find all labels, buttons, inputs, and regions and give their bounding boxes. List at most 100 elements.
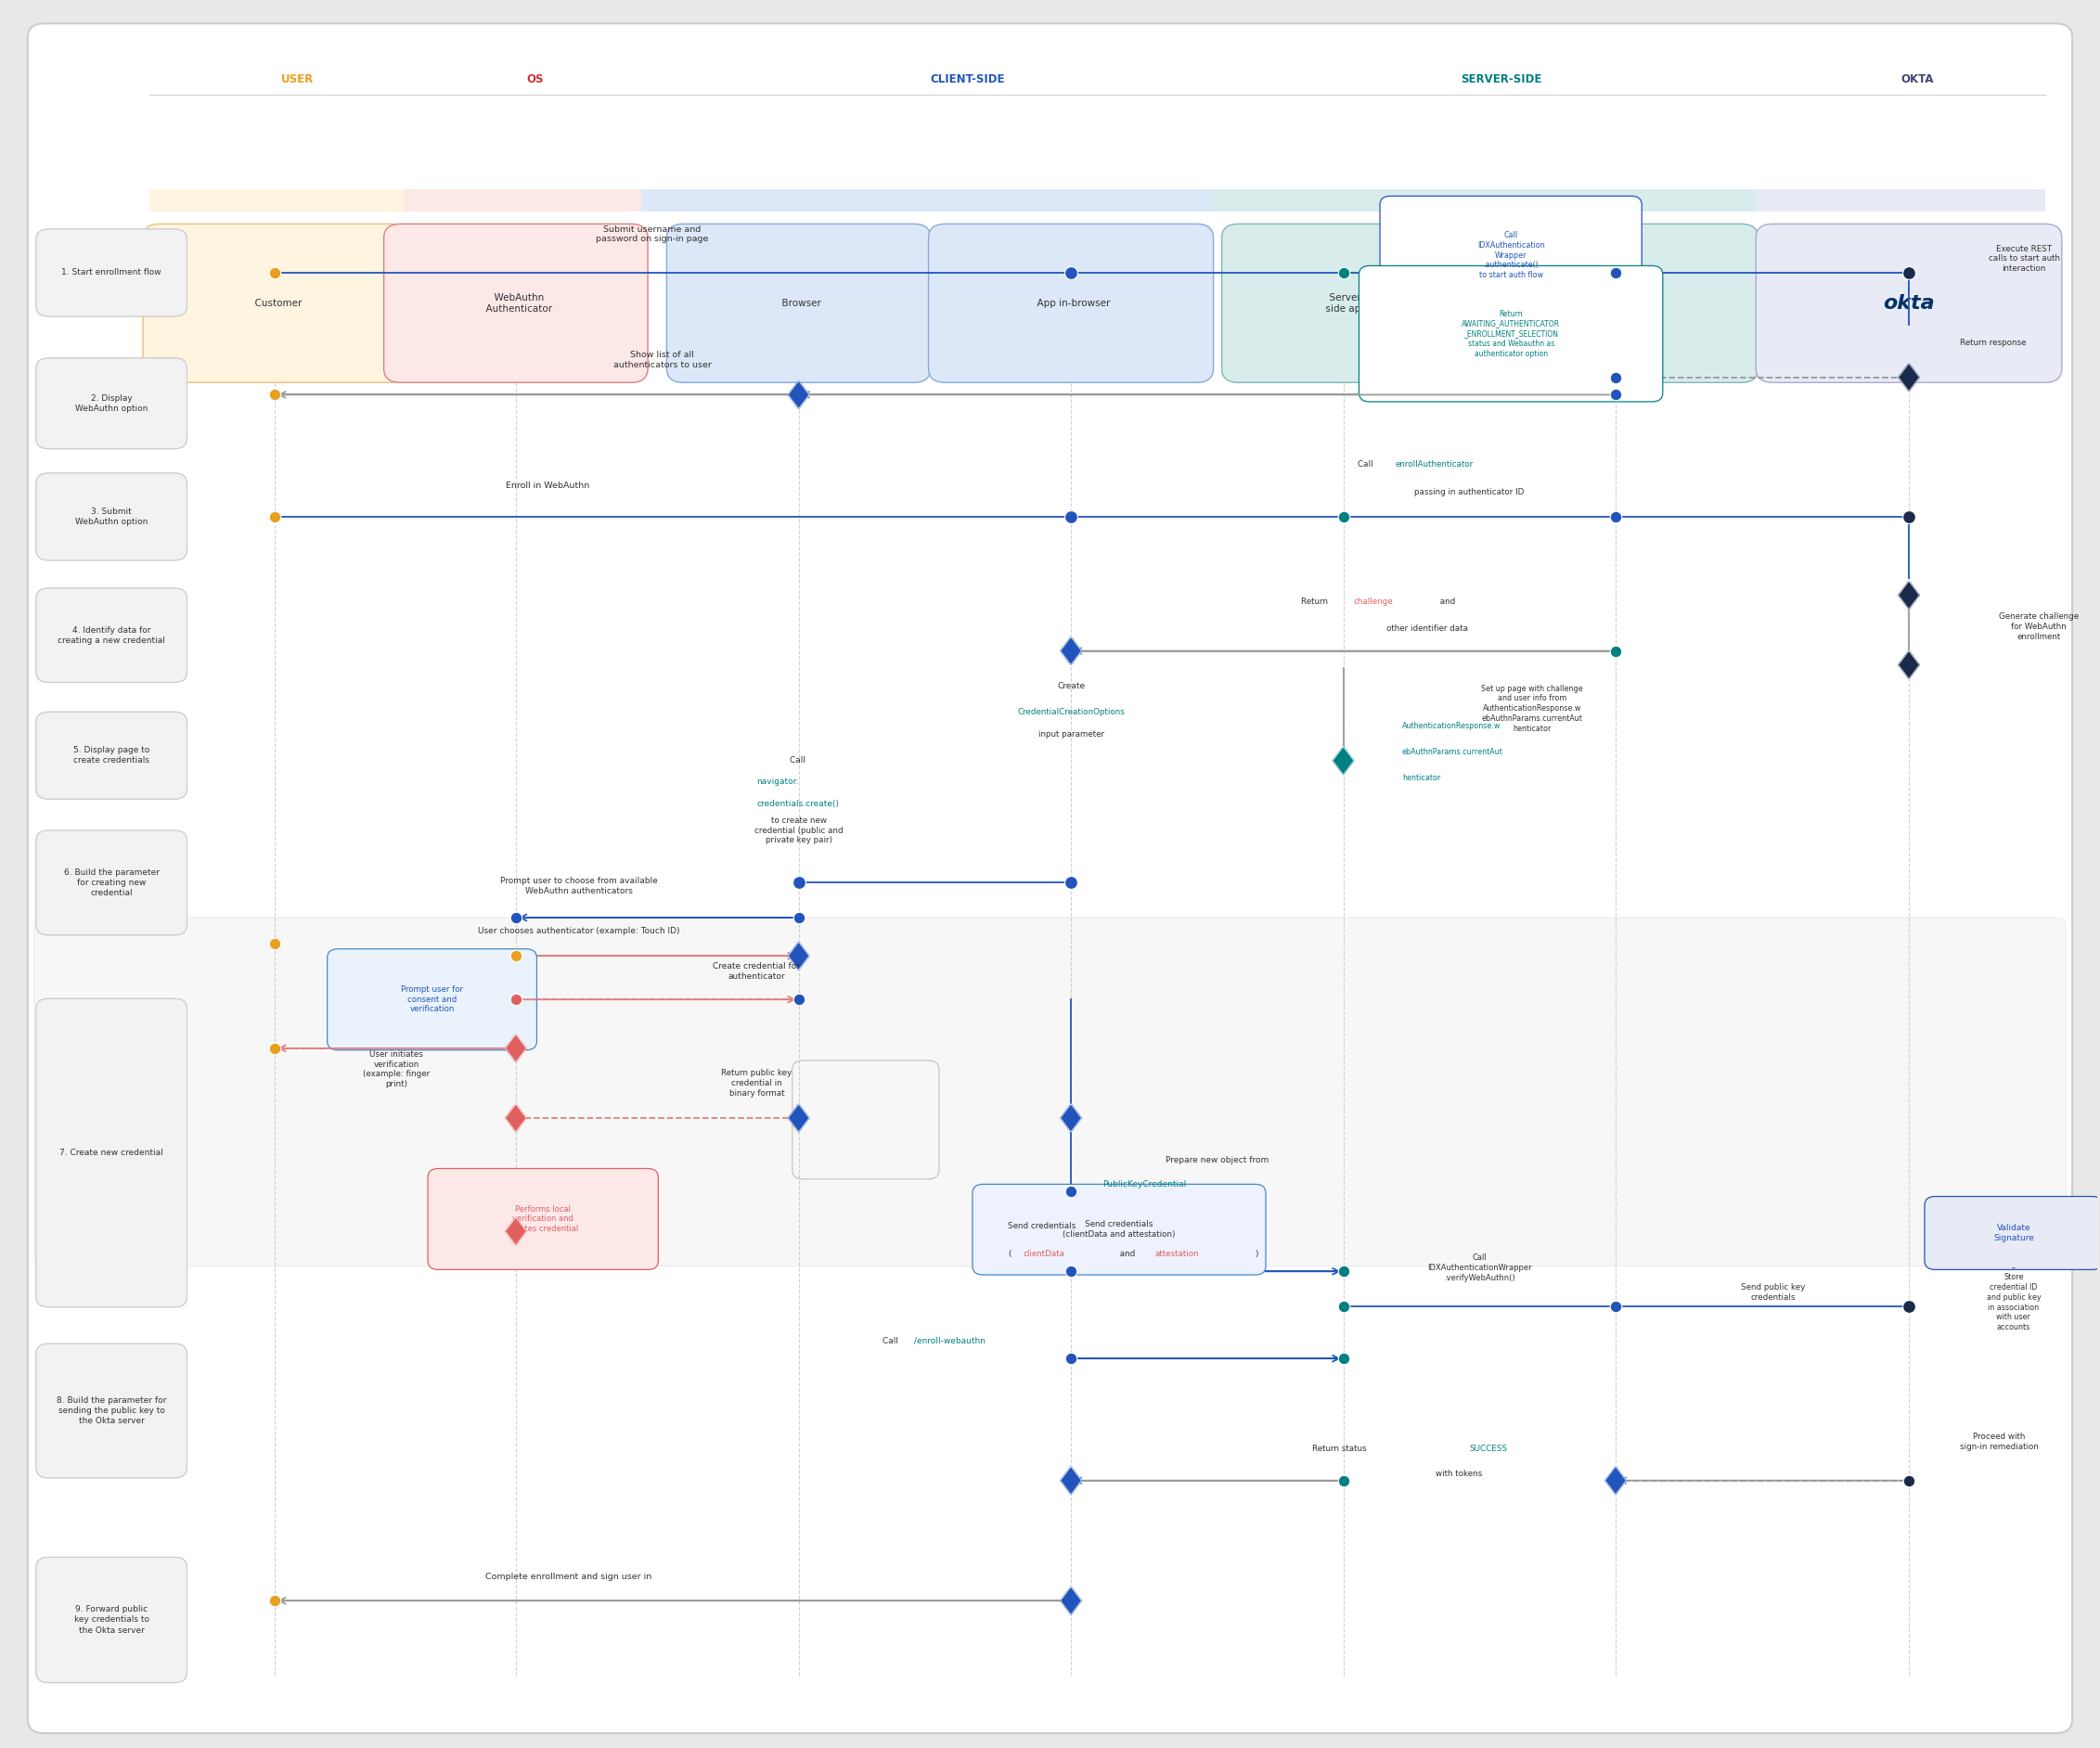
Text: other identifier data: other identifier data (1386, 624, 1468, 633)
Text: Send credentials: Send credentials (1008, 1222, 1075, 1231)
Text: Return response: Return response (1959, 339, 2026, 346)
FancyBboxPatch shape (27, 23, 2073, 1734)
FancyBboxPatch shape (36, 229, 187, 316)
Text: USER: USER (281, 73, 313, 86)
FancyBboxPatch shape (36, 474, 187, 561)
Text: Complete enrollment and sign user in: Complete enrollment and sign user in (485, 1571, 651, 1580)
Polygon shape (1898, 650, 1919, 678)
Polygon shape (1334, 746, 1355, 774)
Text: passing in authenticator ID: passing in authenticator ID (1413, 488, 1525, 496)
Text: 1. Start enrollment flow: 1. Start enrollment flow (61, 269, 162, 276)
Text: 8. Build the parameter for
sending the public key to
the Okta server: 8. Build the parameter for sending the p… (57, 1397, 166, 1425)
Text: User initiates
verification
(example: finger
print): User initiates verification (example: fi… (363, 1051, 430, 1089)
FancyBboxPatch shape (36, 474, 187, 561)
FancyBboxPatch shape (641, 189, 1218, 212)
Text: okta: okta (1884, 294, 1934, 313)
FancyBboxPatch shape (36, 998, 187, 1308)
Text: Send credentials
(clientData and attestation): Send credentials (clientData and attesta… (1063, 1220, 1176, 1239)
Text: and: and (1439, 598, 1455, 607)
Text: Show list of all
authenticators to user: Show list of all authenticators to user (613, 351, 712, 369)
Text: 6. Build the parameter
for creating new
credential: 6. Build the parameter for creating new … (63, 869, 160, 897)
Text: Return: Return (1302, 598, 1331, 607)
FancyBboxPatch shape (36, 830, 187, 935)
Polygon shape (506, 1035, 527, 1063)
Text: (: ( (1008, 1250, 1012, 1259)
FancyBboxPatch shape (143, 224, 407, 383)
FancyBboxPatch shape (36, 229, 187, 316)
Text: Call
IDXAuthenticationWrapper
.verifyWebAuthn(): Call IDXAuthenticationWrapper .verifyWeb… (1428, 1253, 1531, 1281)
Text: Customer: Customer (248, 299, 302, 308)
FancyBboxPatch shape (1212, 189, 1762, 212)
Text: Browser: Browser (775, 299, 821, 308)
Text: Call
IDXAuthentication
Wrapper
.authenticate()
to start auth flow: Call IDXAuthentication Wrapper .authenti… (1476, 231, 1546, 280)
Text: input parameter: input parameter (1037, 731, 1105, 739)
Text: Create: Create (1056, 682, 1086, 690)
Text: enrollAuthenticator: enrollAuthenticator (1396, 460, 1474, 468)
Text: –
Store
credential ID
and public key
in association
with user
accounts: – Store credential ID and public key in … (1987, 1264, 2041, 1332)
Text: and: and (1117, 1250, 1138, 1259)
Polygon shape (1060, 1467, 1082, 1495)
Polygon shape (1060, 1587, 1082, 1615)
Text: with tokens: with tokens (1434, 1470, 1483, 1477)
Polygon shape (506, 1217, 527, 1245)
Text: 6. Build the parameter
for creating new
credential: 6. Build the parameter for creating new … (63, 869, 160, 897)
Text: to create new
credential (public and
private key pair): to create new credential (public and pri… (754, 816, 842, 844)
Text: 9. Forward public
key credentials to
the Okta server: 9. Forward public key credentials to the… (74, 1605, 149, 1634)
Text: ebAuthnParams.currentAut: ebAuthnParams.currentAut (1403, 748, 1504, 757)
Text: Call: Call (1359, 460, 1376, 468)
Text: 2. Display
WebAuthn option: 2. Display WebAuthn option (76, 393, 147, 413)
FancyBboxPatch shape (1756, 189, 2045, 212)
Text: CredentialCreationOptions: CredentialCreationOptions (1016, 708, 1126, 717)
Text: 4. Identify data for
creating a new credential: 4. Identify data for creating a new cred… (57, 626, 166, 645)
Polygon shape (788, 1105, 808, 1133)
Text: PublicKeyCredential: PublicKeyCredential (1102, 1180, 1186, 1189)
FancyBboxPatch shape (405, 189, 647, 212)
FancyBboxPatch shape (328, 949, 538, 1051)
FancyBboxPatch shape (149, 189, 414, 212)
Text: Execute REST
calls to start auth
interaction: Execute REST calls to start auth interac… (1989, 245, 2060, 273)
Text: 3. Submit
WebAuthn option: 3. Submit WebAuthn option (76, 507, 147, 526)
FancyBboxPatch shape (36, 1344, 187, 1477)
FancyBboxPatch shape (36, 711, 187, 799)
FancyBboxPatch shape (34, 918, 2066, 1266)
Text: Send public key
credentials: Send public key credentials (1741, 1283, 1804, 1302)
FancyBboxPatch shape (36, 1344, 187, 1477)
Polygon shape (1604, 1467, 1625, 1495)
Text: Create credential for
authenticator: Create credential for authenticator (714, 963, 800, 981)
Text: SUCCESS: SUCCESS (1470, 1446, 1508, 1453)
Text: attestation: attestation (1155, 1250, 1199, 1259)
Polygon shape (788, 942, 808, 970)
FancyBboxPatch shape (36, 830, 187, 935)
Text: 3. Submit
WebAuthn option: 3. Submit WebAuthn option (76, 507, 147, 526)
FancyBboxPatch shape (666, 224, 930, 383)
FancyBboxPatch shape (36, 998, 187, 1308)
Text: WebAuthn
  Authenticator: WebAuthn Authenticator (479, 294, 552, 313)
Text: SERVER-SIDE: SERVER-SIDE (1462, 73, 1541, 86)
Text: 1. Start enrollment flow: 1. Start enrollment flow (61, 269, 162, 276)
FancyBboxPatch shape (1380, 196, 1642, 315)
Text: CLIENT-SIDE: CLIENT-SIDE (930, 73, 1006, 86)
FancyBboxPatch shape (36, 1557, 187, 1683)
FancyBboxPatch shape (972, 1183, 1266, 1274)
Polygon shape (1898, 580, 1919, 608)
Text: 9. Forward public
key credentials to
the Okta server: 9. Forward public key credentials to the… (74, 1605, 149, 1634)
FancyBboxPatch shape (384, 224, 647, 383)
Text: henticator: henticator (1403, 774, 1441, 783)
Polygon shape (1060, 1105, 1082, 1133)
Text: Return public key
credential in
binary format: Return public key credential in binary f… (722, 1070, 792, 1098)
FancyBboxPatch shape (36, 587, 187, 682)
Text: ): ) (1256, 1250, 1258, 1259)
Text: User chooses authenticator (example: Touch ID): User chooses authenticator (example: Tou… (477, 928, 680, 935)
Text: Server-
  side app: Server- side app (1319, 294, 1367, 313)
FancyBboxPatch shape (1756, 224, 2062, 383)
Text: Call: Call (790, 757, 809, 766)
Polygon shape (506, 1105, 527, 1133)
Text: Validate
Signature: Validate Signature (1993, 1224, 2035, 1243)
Text: /enroll-webauthn: /enroll-webauthn (914, 1337, 985, 1346)
FancyBboxPatch shape (1474, 224, 1758, 383)
Text: Prompt user to choose from available
WebAuthn authenticators: Prompt user to choose from available Web… (500, 877, 657, 895)
Text: 4. Identify data for
creating a new credential: 4. Identify data for creating a new cred… (57, 626, 166, 645)
FancyBboxPatch shape (428, 1169, 657, 1269)
Text: 7. Create new credential: 7. Create new credential (59, 1148, 164, 1157)
FancyBboxPatch shape (36, 587, 187, 682)
